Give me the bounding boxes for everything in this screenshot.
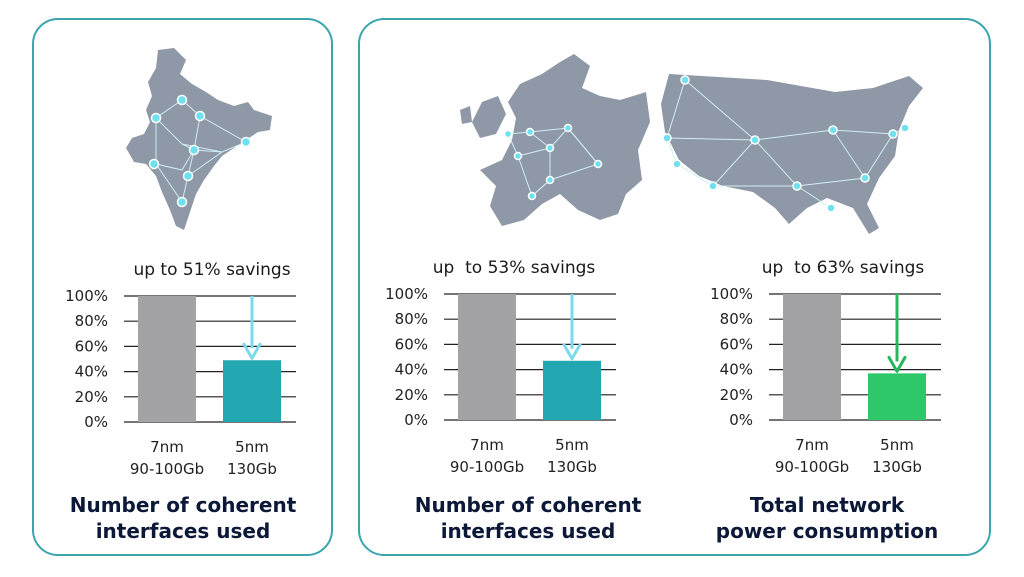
y-tick-label: 80% — [395, 310, 428, 328]
savings-label-1: up to 51% savings — [133, 260, 291, 280]
chart-caption-3: Total network power consumption — [686, 492, 968, 544]
y-tick-label: 40% — [75, 363, 108, 381]
bar-7nm — [138, 296, 196, 422]
caption-line-1: Total network — [749, 493, 905, 517]
bar-7nm — [783, 294, 841, 420]
x-category-label: 7nm — [150, 438, 184, 456]
x-category-label: 7nm — [795, 436, 829, 454]
y-tick-label: 0% — [729, 411, 753, 429]
y-tick-label: 20% — [75, 388, 108, 406]
x-category-label: 90-100Gb — [775, 458, 849, 476]
savings-label-2: up to 53% savings — [432, 258, 596, 278]
caption-line-2: interfaces used — [95, 519, 271, 543]
y-tick-label: 0% — [84, 413, 108, 431]
bar-7nm — [458, 294, 516, 420]
bar-5nm — [543, 360, 601, 420]
europe-network-map — [460, 54, 650, 226]
y-tick-label: 80% — [75, 312, 108, 330]
caption-line-1: Number of coherent — [69, 493, 297, 517]
y-tick-label: 60% — [720, 335, 753, 353]
chart-caption-1: Number of coherent interfaces used — [42, 492, 324, 544]
x-category-label: 130Gb — [547, 458, 597, 476]
x-category-label: 5nm — [235, 438, 269, 456]
chart-caption-2: Number of coherent interfaces used — [387, 492, 669, 544]
y-tick-label: 100% — [65, 287, 108, 305]
india-network-map — [126, 48, 272, 230]
bar-5nm — [223, 360, 281, 422]
caption-line-2: interfaces used — [440, 519, 616, 543]
x-category-label: 7nm — [470, 436, 504, 454]
usa-network-map — [661, 74, 923, 234]
y-tick-label: 0% — [404, 411, 428, 429]
y-tick-label: 40% — [720, 361, 753, 379]
y-tick-label: 20% — [720, 386, 753, 404]
y-tick-label: 40% — [395, 361, 428, 379]
x-category-label: 130Gb — [227, 460, 277, 478]
caption-line-2: power consumption — [715, 519, 939, 543]
y-tick-label: 60% — [395, 335, 428, 353]
y-tick-label: 80% — [720, 310, 753, 328]
bar-chart-1: 0% 20% 40% 60% 80% 100% 7nm 90-100Gb 5nm 130Gb — [65, 287, 296, 478]
bar-chart-2: 0% 20% 40% 60% 80% 100% 7nm 90-100Gb 5nm 130Gb — [385, 285, 616, 476]
bar-chart-3: 0% 20% 40% 60% 80% 100% 7nm 90-100Gb 5nm 130Gb — [710, 285, 941, 476]
savings-arrow-head — [242, 342, 262, 360]
x-category-label: 5nm — [555, 436, 589, 454]
y-tick-label: 60% — [75, 337, 108, 355]
caption-line-1: Number of coherent — [414, 493, 642, 517]
savings-arrow-head — [562, 343, 582, 361]
y-tick-label: 20% — [395, 386, 428, 404]
x-category-label: 90-100Gb — [450, 458, 524, 476]
bar-5nm — [868, 373, 926, 420]
x-category-label: 5nm — [880, 436, 914, 454]
x-category-label: 90-100Gb — [130, 460, 204, 478]
x-category-label: 130Gb — [872, 458, 922, 476]
savings-arrow-head — [887, 355, 907, 373]
savings-label-3: up to 63% savings — [761, 258, 925, 278]
y-tick-label: 100% — [710, 285, 753, 303]
y-tick-label: 100% — [385, 285, 428, 303]
